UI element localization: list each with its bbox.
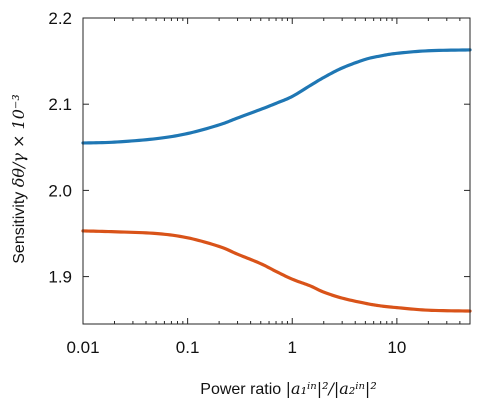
plot-layer: [81, 48, 472, 313]
y-axis-label: Sensitivity δθ/γ × 10⁻³: [9, 94, 28, 263]
series-line-1: [81, 48, 472, 145]
y-axis-label-math: δθ/γ × 10⁻³: [9, 94, 28, 187]
y-tick-label: 2.1: [48, 95, 72, 114]
y-axis-label-text: Sensitivity: [11, 187, 28, 263]
x-tick-label: 1: [288, 338, 297, 357]
x-tick-label: 10: [387, 338, 406, 357]
axes-layer: [82, 17, 471, 325]
x-axis-label-text: Power ratio: [200, 381, 285, 398]
y-tick-label: 2.0: [48, 181, 72, 200]
y-tick-label: 2.2: [48, 9, 72, 28]
y-tick-label: 1.9: [48, 268, 72, 287]
series-line-2: [81, 229, 472, 313]
x-tick-label: 0.01: [66, 338, 99, 357]
x-axis-label-math: |a₁ⁱⁿ|²/|a₂ⁱⁿ|²: [286, 379, 377, 398]
x-axis-label: Power ratio |a₁ⁱⁿ|²/|a₂ⁱⁿ|²: [200, 379, 376, 398]
axes-frame: [82, 17, 471, 325]
x-tick-label: 0.1: [176, 338, 200, 357]
labels-layer: 0.01 0.1 1 10 1.9 2.0 2.1 2.2 Power ratio |a₁ⁱⁿ|…: [9, 9, 406, 398]
